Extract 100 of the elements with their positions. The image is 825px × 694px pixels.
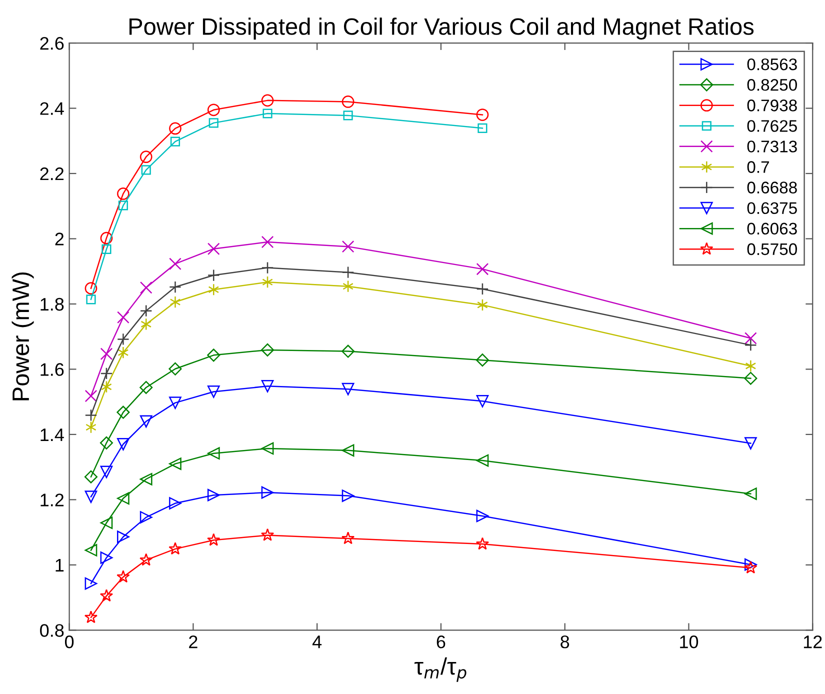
point <box>117 188 130 200</box>
y-tick-label: 1.4 <box>40 428 64 441</box>
point <box>476 282 489 296</box>
point <box>118 346 129 359</box>
point <box>84 409 98 422</box>
chart-title: Power Dissipated in Coil for Various Coil and Magnet Ratios <box>129 18 754 40</box>
x-tick-label: 8 <box>560 635 570 648</box>
point <box>86 294 96 304</box>
point <box>140 150 152 164</box>
y-tick-label: 2.4 <box>40 102 64 115</box>
point <box>170 136 180 146</box>
x-tick-label: 12 <box>804 635 822 648</box>
point <box>117 438 130 450</box>
point <box>476 108 489 121</box>
point <box>100 232 113 244</box>
legend-label: 0.7938 <box>747 100 797 112</box>
legend-label: 0.6063 <box>747 222 797 235</box>
point <box>118 200 128 210</box>
point <box>169 280 182 294</box>
point <box>207 447 220 460</box>
point <box>117 530 130 544</box>
point <box>342 382 354 396</box>
point <box>100 552 113 564</box>
legend-label: 0.6688 <box>747 182 797 194</box>
point <box>476 537 490 550</box>
point <box>744 338 757 352</box>
y-axis-title: Power (mW) <box>12 272 34 400</box>
point <box>169 497 182 510</box>
legend-label: 0.6375 <box>747 202 797 214</box>
legend-label: 0.8250 <box>747 79 797 91</box>
point <box>744 488 757 500</box>
point <box>140 415 152 428</box>
point <box>744 372 758 385</box>
point <box>169 396 182 409</box>
point <box>140 553 153 566</box>
point <box>478 123 488 133</box>
point <box>116 570 130 583</box>
point <box>117 311 130 324</box>
point <box>476 262 489 276</box>
point <box>170 296 181 308</box>
legend-label: 0.7625 <box>747 120 797 132</box>
point <box>169 458 182 470</box>
legend-label: 0.7 <box>747 161 769 173</box>
point <box>100 367 113 380</box>
point <box>168 362 182 376</box>
point <box>140 472 152 486</box>
point <box>100 589 114 602</box>
point <box>84 390 98 402</box>
point <box>261 236 274 248</box>
point <box>261 486 274 499</box>
point <box>260 528 274 541</box>
point <box>102 244 112 254</box>
point <box>342 240 354 253</box>
point <box>476 354 489 367</box>
point <box>207 386 220 398</box>
point <box>207 488 220 502</box>
point <box>261 380 274 392</box>
point <box>140 380 153 394</box>
x-tick-label: 0 <box>64 635 74 648</box>
point <box>208 118 218 128</box>
point <box>116 406 130 419</box>
legend-label: 0.7313 <box>747 140 797 152</box>
point <box>261 94 274 107</box>
point <box>117 333 130 346</box>
point <box>140 281 152 294</box>
y-tick-label: 2 <box>55 232 64 246</box>
x-tick-label: 6 <box>436 635 446 648</box>
point <box>207 348 220 362</box>
point <box>140 511 152 524</box>
point <box>84 282 98 294</box>
y-tick-label: 2.6 <box>40 36 64 50</box>
point <box>744 332 757 344</box>
point <box>342 444 354 457</box>
point <box>207 533 220 546</box>
point <box>745 360 756 372</box>
point <box>207 269 220 282</box>
point <box>207 242 220 256</box>
point <box>140 304 152 318</box>
point <box>342 490 354 502</box>
point <box>476 394 489 408</box>
point <box>84 610 98 624</box>
point <box>84 490 98 503</box>
point <box>744 560 758 574</box>
point <box>100 348 113 360</box>
point <box>342 266 354 279</box>
point <box>342 96 354 108</box>
point <box>84 470 98 484</box>
point <box>341 532 355 544</box>
point <box>261 343 274 356</box>
point <box>169 122 182 135</box>
point <box>262 108 272 118</box>
point <box>100 436 113 450</box>
point <box>207 104 220 116</box>
point <box>100 466 113 478</box>
point <box>141 165 151 175</box>
y-tick-label: 1.6 <box>40 363 64 376</box>
point <box>476 454 489 467</box>
point <box>476 510 489 522</box>
y-tick-label: 1.2 <box>40 494 64 506</box>
x-tick-label: 10 <box>680 635 698 648</box>
